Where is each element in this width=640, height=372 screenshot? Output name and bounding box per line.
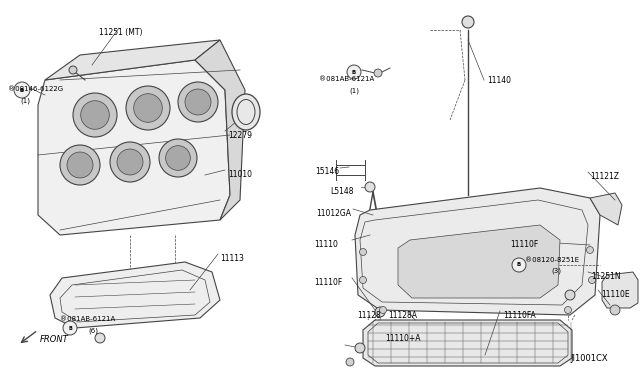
Polygon shape <box>590 193 622 225</box>
Circle shape <box>586 247 593 253</box>
Circle shape <box>565 290 575 300</box>
Circle shape <box>69 66 77 74</box>
Circle shape <box>14 82 30 98</box>
Circle shape <box>375 307 385 317</box>
Circle shape <box>346 358 354 366</box>
Circle shape <box>347 65 361 79</box>
Text: ®08146-6122G: ®08146-6122G <box>8 86 63 92</box>
Ellipse shape <box>232 94 260 130</box>
Circle shape <box>117 149 143 175</box>
Circle shape <box>365 182 375 192</box>
Text: B: B <box>517 263 521 267</box>
Text: (6): (6) <box>88 327 98 334</box>
Circle shape <box>360 276 367 283</box>
Circle shape <box>360 248 367 256</box>
Text: L5148: L5148 <box>330 187 353 196</box>
Text: (1): (1) <box>20 97 30 103</box>
Circle shape <box>610 305 620 315</box>
Text: 12279: 12279 <box>228 131 252 140</box>
Polygon shape <box>195 40 245 220</box>
Text: 11251 (MT): 11251 (MT) <box>99 28 143 37</box>
Text: (1): (1) <box>349 87 359 93</box>
Circle shape <box>374 69 382 77</box>
Circle shape <box>67 152 93 178</box>
Polygon shape <box>398 225 560 298</box>
Circle shape <box>380 307 387 314</box>
Text: (3): (3) <box>551 268 561 275</box>
Text: 11251N: 11251N <box>591 272 621 281</box>
Circle shape <box>60 145 100 185</box>
Polygon shape <box>38 60 230 235</box>
Text: FRONT: FRONT <box>40 336 68 344</box>
Circle shape <box>462 16 474 28</box>
Text: 11110F: 11110F <box>314 278 342 287</box>
Circle shape <box>63 321 77 335</box>
Circle shape <box>81 101 109 129</box>
Polygon shape <box>355 188 600 315</box>
Circle shape <box>512 258 526 272</box>
Circle shape <box>355 343 365 353</box>
Text: B: B <box>20 87 24 93</box>
Text: 11140: 11140 <box>487 76 511 85</box>
Text: 11121Z: 11121Z <box>590 172 619 181</box>
Text: 11110+A: 11110+A <box>385 334 420 343</box>
Text: B: B <box>352 70 356 74</box>
Circle shape <box>564 307 572 314</box>
Text: 11128A: 11128A <box>388 311 417 320</box>
Text: JI1001CX: JI1001CX <box>570 354 607 363</box>
Polygon shape <box>50 262 220 328</box>
Text: 11012GA: 11012GA <box>316 209 351 218</box>
Text: 11010: 11010 <box>228 170 252 179</box>
Circle shape <box>110 142 150 182</box>
Text: ®08120-8251E: ®08120-8251E <box>525 257 579 263</box>
Polygon shape <box>363 320 572 366</box>
Circle shape <box>73 93 117 137</box>
Text: 11110F: 11110F <box>510 240 538 249</box>
Polygon shape <box>45 40 220 80</box>
Text: ®081AB-6121A: ®081AB-6121A <box>60 316 115 322</box>
Text: B: B <box>68 326 72 330</box>
Circle shape <box>95 333 105 343</box>
Circle shape <box>178 82 218 122</box>
Circle shape <box>126 86 170 130</box>
Text: 11113: 11113 <box>220 254 244 263</box>
Text: 15146: 15146 <box>315 167 339 176</box>
Circle shape <box>166 146 190 170</box>
Circle shape <box>159 139 197 177</box>
Circle shape <box>185 89 211 115</box>
Circle shape <box>589 276 595 283</box>
Circle shape <box>134 94 163 122</box>
Text: ®081AB-6121A: ®081AB-6121A <box>319 76 374 82</box>
Text: 11110: 11110 <box>314 240 338 249</box>
Text: 11110E: 11110E <box>601 290 630 299</box>
Text: 11128: 11128 <box>357 311 381 320</box>
Polygon shape <box>602 272 638 308</box>
Text: 11110FA: 11110FA <box>503 311 536 320</box>
